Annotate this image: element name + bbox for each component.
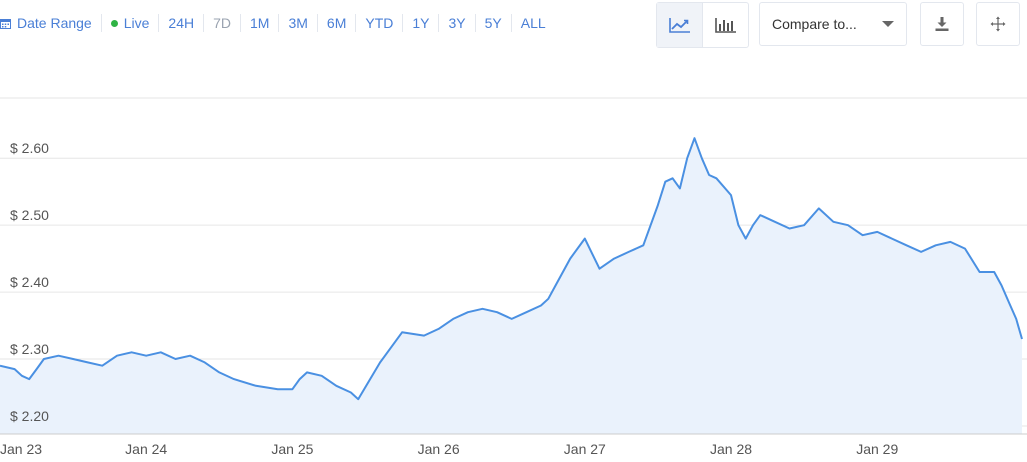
download-icon [935, 17, 949, 31]
chart-toolbar: Date Range Live 24H 7D 1M 3M 6M YTD 1Y 3… [0, 0, 1027, 48]
price-area-chart: $ 2.20 $ 2.30 $ 2.40 $ 2.50 $ 2.60 Jan 23 Jan … [0, 97, 1027, 457]
x-tick-label-6: Jan 29 [856, 441, 898, 457]
range-ytd-button[interactable]: YTD [355, 14, 402, 32]
x-tick-label-1: Jan 24 [125, 441, 167, 457]
bar-chart-icon [714, 18, 736, 33]
line-chart-button[interactable] [657, 3, 702, 47]
chart-type-toggle [656, 2, 749, 48]
download-button[interactable] [920, 2, 964, 46]
date-range-label: Date Range [17, 15, 92, 31]
y-tick-label-0: $ 2.20 [10, 408, 49, 424]
x-tick-label-2: Jan 25 [271, 441, 313, 457]
compare-placeholder: Compare to... [772, 16, 857, 32]
y-tick-label-4: $ 2.60 [10, 140, 49, 156]
range-6m-button[interactable]: 6M [316, 14, 355, 32]
range-3m-button[interactable]: 3M [278, 14, 316, 32]
y-tick-label-3: $ 2.50 [10, 207, 49, 223]
range-1m-button[interactable]: 1M [240, 14, 278, 32]
x-tick-label-0: Jan 23 [0, 441, 42, 457]
y-tick-label-1: $ 2.30 [10, 341, 49, 357]
live-button[interactable]: Live [100, 14, 159, 32]
range-selector: Date Range Live 24H 7D 1M 3M 6M YTD 1Y 3… [0, 12, 555, 34]
x-tick-label-5: Jan 28 [710, 441, 752, 457]
range-1y-button[interactable]: 1Y [402, 14, 438, 32]
x-tick-label-3: Jan 26 [418, 441, 460, 457]
compare-dropdown[interactable]: Compare to... [759, 2, 907, 46]
y-tick-label-2: $ 2.40 [10, 274, 49, 290]
price-line [0, 137, 1023, 401]
bar-chart-button[interactable] [702, 3, 748, 47]
move-arrows-icon [990, 16, 1006, 32]
range-all-button[interactable]: ALL [510, 14, 555, 32]
range-24h-button[interactable]: 24H [158, 14, 203, 32]
chevron-down-icon [882, 21, 894, 27]
date-range-button[interactable]: Date Range [0, 14, 101, 32]
x-tick-label-4: Jan 27 [564, 441, 606, 457]
price-area-fill [0, 138, 1022, 434]
range-3y-button[interactable]: 3Y [438, 14, 474, 32]
fullscreen-button[interactable] [976, 2, 1020, 46]
live-status-dot-icon [110, 19, 118, 27]
range-5y-button[interactable]: 5Y [474, 14, 511, 32]
line-chart-icon [668, 18, 690, 33]
live-label: Live [123, 15, 150, 31]
range-7d-button[interactable]: 7D [203, 14, 240, 32]
calendar-icon [0, 18, 11, 29]
